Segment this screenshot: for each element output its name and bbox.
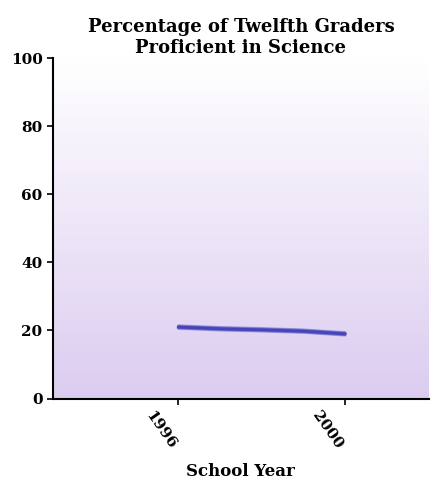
Title: Percentage of Twelfth Graders
Proficient in Science: Percentage of Twelfth Graders Proficient… xyxy=(88,18,394,57)
X-axis label: School Year: School Year xyxy=(187,463,295,480)
